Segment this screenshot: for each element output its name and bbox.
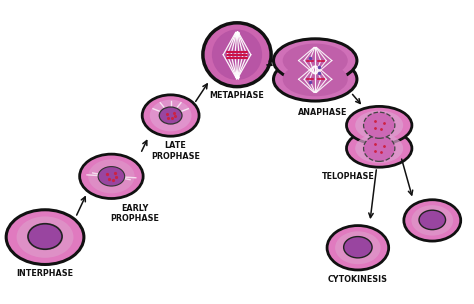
Text: LATE
PROPHASE: LATE PROPHASE (151, 141, 200, 161)
Ellipse shape (150, 100, 191, 131)
Ellipse shape (80, 154, 143, 199)
Ellipse shape (344, 237, 372, 258)
Ellipse shape (203, 23, 271, 87)
Text: TELOPHASE: TELOPHASE (322, 172, 375, 181)
Ellipse shape (28, 224, 62, 249)
Ellipse shape (98, 167, 125, 186)
Ellipse shape (364, 135, 395, 161)
Ellipse shape (404, 200, 461, 241)
Ellipse shape (283, 62, 348, 96)
Ellipse shape (88, 159, 135, 193)
Ellipse shape (355, 111, 403, 140)
Text: ANAPHASE: ANAPHASE (298, 108, 347, 117)
Ellipse shape (335, 231, 381, 264)
Text: INTERPHASE: INTERPHASE (17, 269, 73, 278)
Ellipse shape (159, 107, 182, 124)
Ellipse shape (142, 95, 199, 136)
Text: EARLY
PROPHASE: EARLY PROPHASE (110, 204, 160, 223)
Ellipse shape (273, 57, 357, 101)
Ellipse shape (327, 226, 389, 270)
Text: METAPHASE: METAPHASE (210, 91, 264, 100)
Ellipse shape (346, 106, 412, 144)
Text: CYTOKINESIS: CYTOKINESIS (328, 275, 388, 284)
Ellipse shape (17, 216, 73, 258)
Ellipse shape (364, 112, 395, 138)
Ellipse shape (273, 39, 357, 82)
Ellipse shape (6, 210, 84, 264)
Ellipse shape (419, 210, 446, 230)
Ellipse shape (411, 205, 453, 236)
Ellipse shape (355, 134, 403, 163)
Ellipse shape (346, 130, 412, 167)
Ellipse shape (283, 43, 348, 78)
Ellipse shape (212, 29, 262, 80)
